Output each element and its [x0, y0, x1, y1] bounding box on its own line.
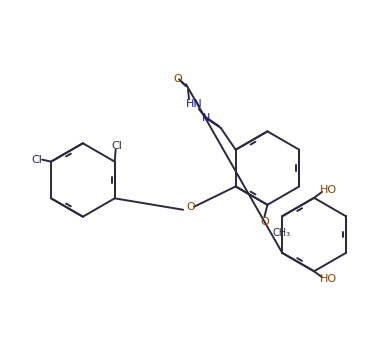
Text: HO: HO	[319, 274, 337, 284]
Text: CH₃: CH₃	[273, 227, 291, 237]
Text: HN: HN	[186, 99, 203, 109]
Text: HO: HO	[319, 185, 337, 195]
Text: O: O	[174, 74, 183, 84]
Text: O: O	[187, 202, 196, 212]
Text: O: O	[260, 217, 269, 227]
Text: N: N	[202, 113, 210, 123]
Text: Cl: Cl	[111, 141, 122, 151]
Text: Cl: Cl	[32, 155, 43, 165]
